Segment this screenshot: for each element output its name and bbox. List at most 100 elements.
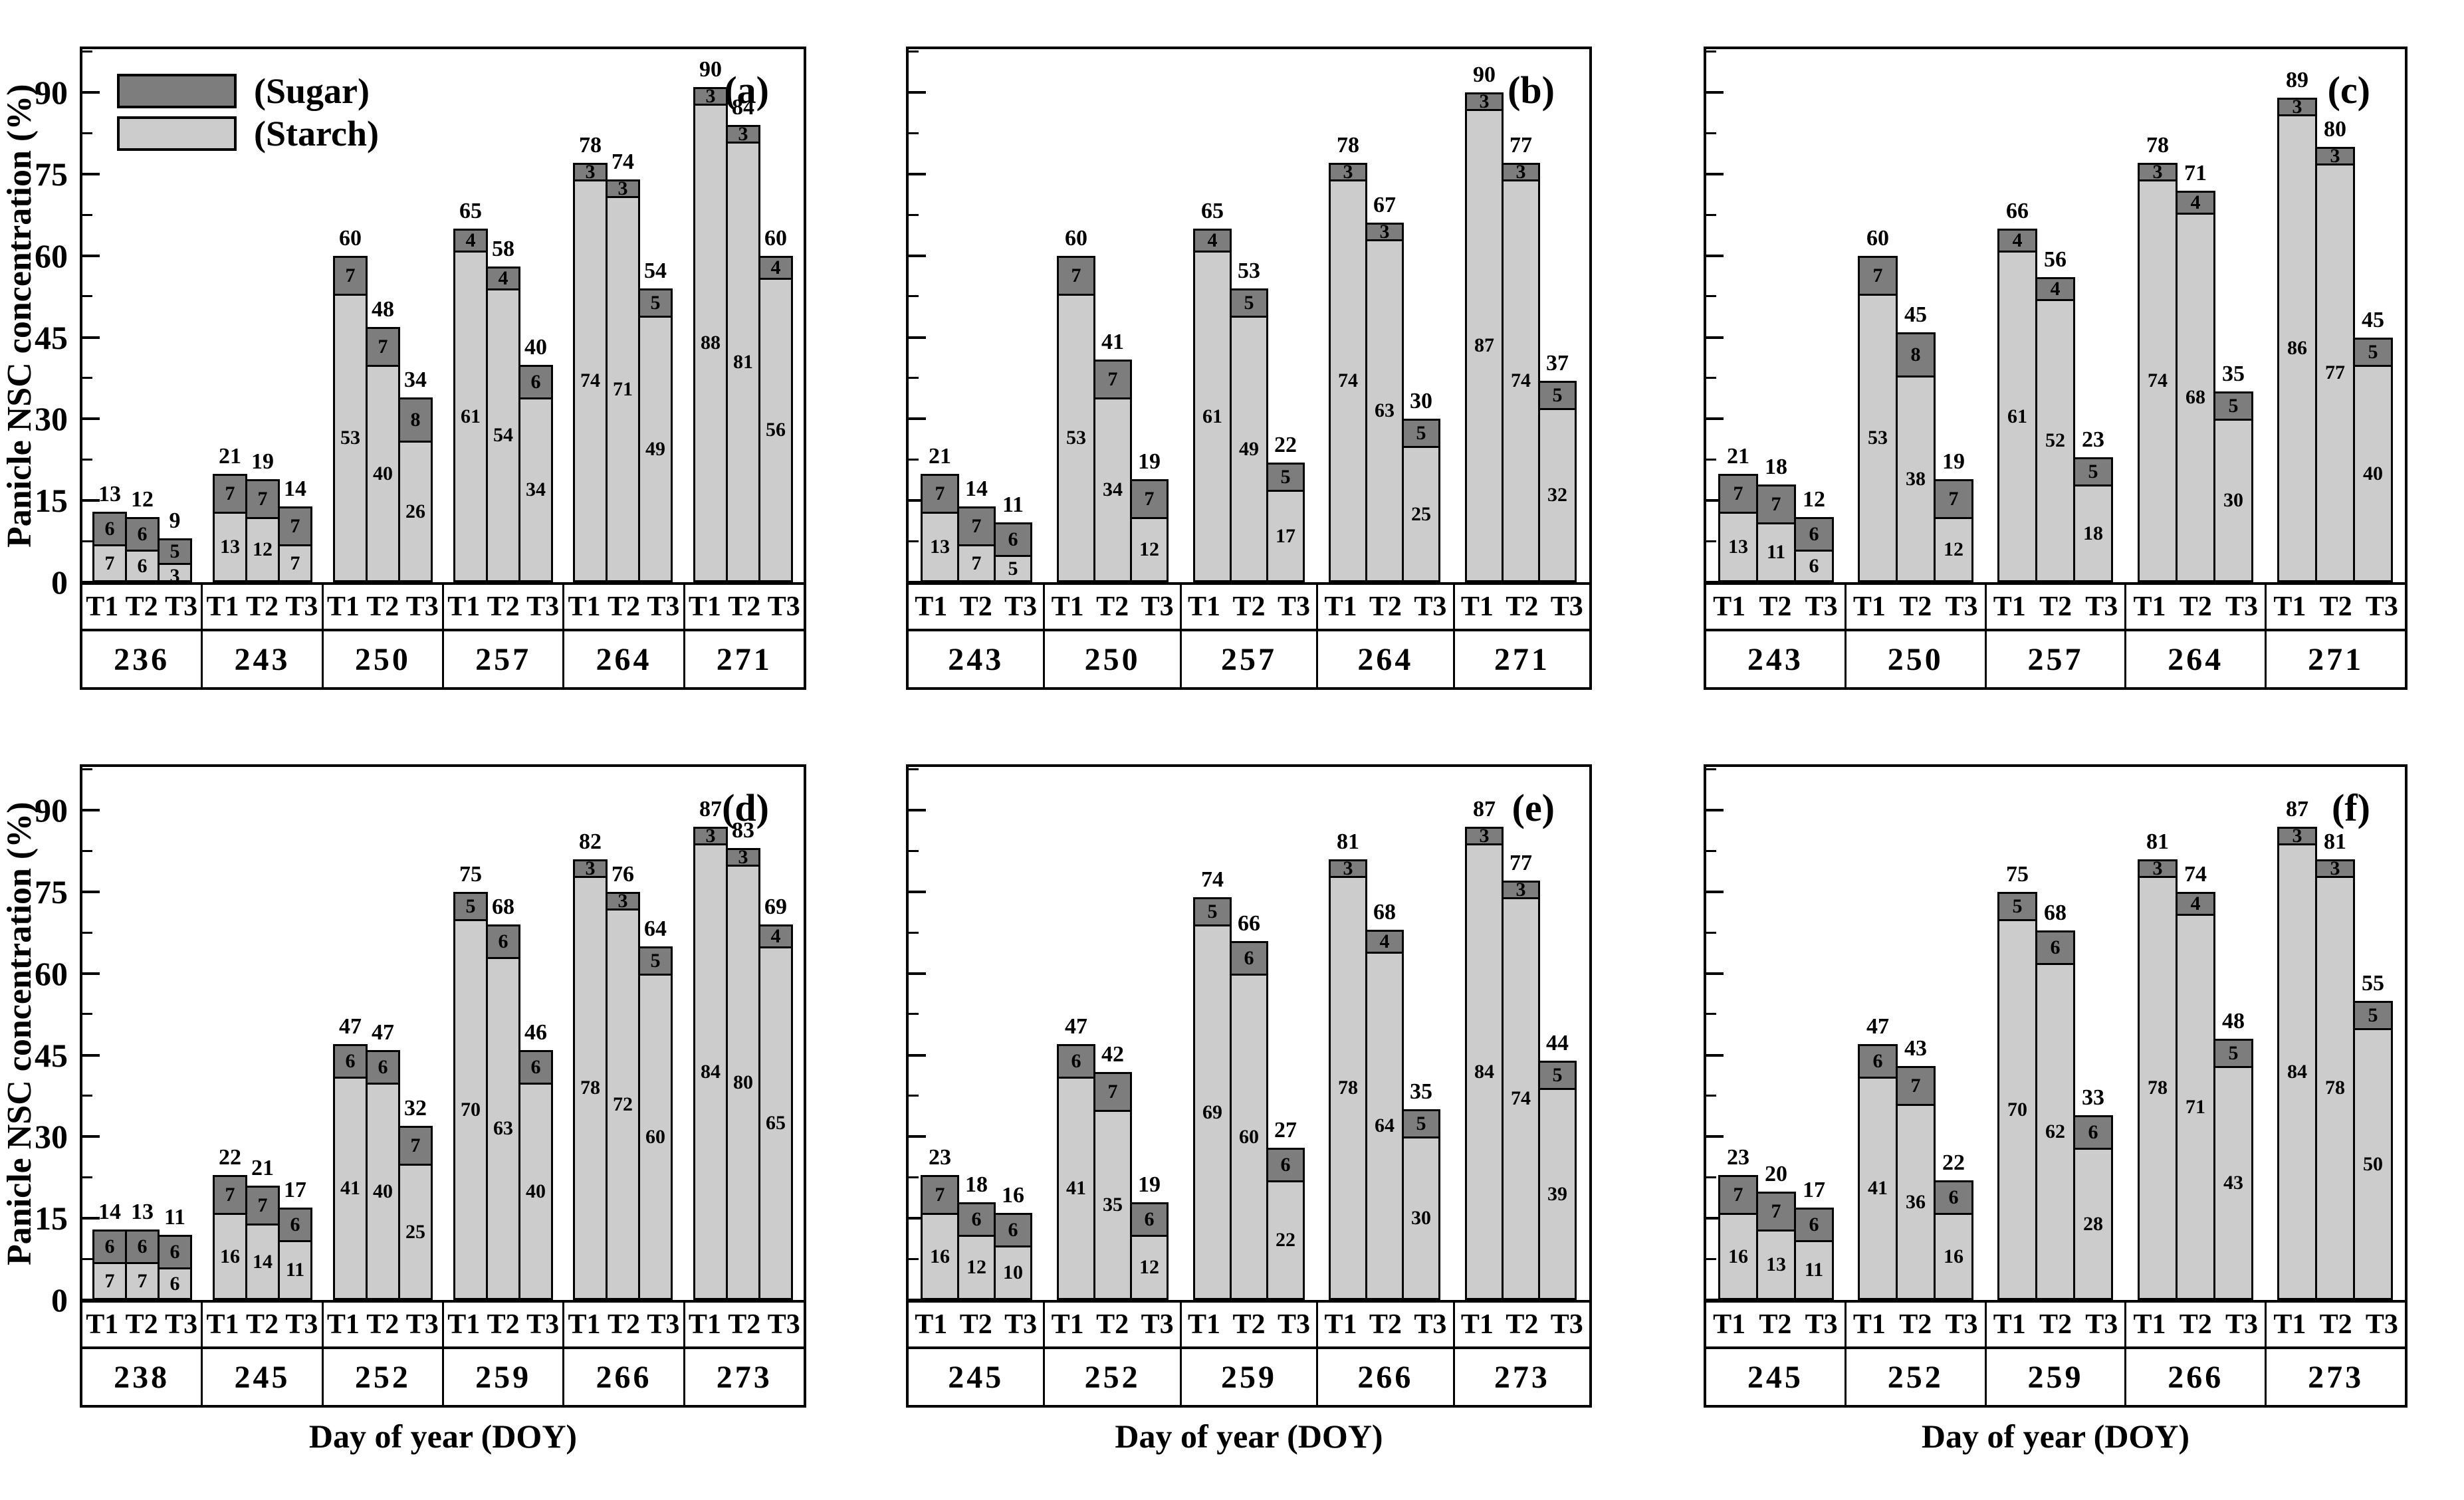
sugar-segment: 4 (488, 267, 518, 290)
doy-cell-245: 245 (203, 1349, 324, 1405)
bar-group-245: 7 16 23 6 12 18 6 10 16 (909, 767, 1045, 1300)
total-label: 18 (965, 1172, 988, 1197)
total-label: 47 (372, 1020, 394, 1045)
y-minor-tick (1706, 51, 1716, 53)
sugar-segment: 7 (1898, 1068, 1934, 1106)
sugar-segment: 3 (728, 123, 758, 145)
starch-value: 74 (1511, 370, 1531, 391)
starch-segment: 40 (2355, 367, 2391, 580)
sugar-value: 5 (1552, 1064, 1563, 1086)
sugar-value: 5 (650, 950, 661, 972)
y-minor-tick (1706, 1095, 1716, 1097)
starch-value: 16 (220, 1245, 240, 1267)
doy-cell-243: 243 (909, 631, 1046, 687)
x-axis-label: Day of year (DOY) (1921, 1418, 2190, 1455)
treatment-label: T2 (1369, 1309, 1402, 1340)
sugar-segment: 4 (2178, 893, 2213, 916)
treatment-label: T3 (165, 1309, 198, 1340)
y-major-tick (82, 972, 100, 975)
y-minor-tick (909, 931, 919, 934)
y-minor-tick (82, 51, 92, 53)
y-minor-tick (909, 295, 919, 298)
treatment-label: T3 (2085, 591, 2118, 622)
y-minor-tick (909, 132, 919, 134)
y-minor-tick (1706, 931, 1716, 934)
starch-segment: 13 (215, 514, 245, 580)
bar-group-243: 7 13 21 7 12 19 7 7 14 (203, 49, 323, 582)
starch-segment: 78 (2140, 878, 2176, 1298)
bar-T1-259: 5 70 (1997, 892, 2037, 1300)
doy-label: 243 (948, 641, 1004, 677)
treatment-cell-273: T1 T2 T3 (1455, 1303, 1589, 1346)
total-label: 23 (929, 1145, 951, 1170)
sugar-value: 6 (104, 1235, 115, 1257)
starch-value: 49 (1239, 437, 1259, 460)
treatment-cell-259: T1 T2 T3 (1987, 1303, 2127, 1346)
starch-segment: 12 (959, 1237, 994, 1298)
sugar-value: 7 (225, 1184, 235, 1206)
treatment-label: T2 (2179, 591, 2212, 622)
bar-T1-273: 3 84 (1465, 825, 1504, 1300)
doy-cell-245: 245 (909, 1349, 1046, 1405)
starch-segment: 71 (2178, 916, 2213, 1298)
starch-value: 38 (1906, 467, 1926, 490)
starch-segment: 6 (127, 552, 158, 580)
starch-value: 14 (253, 1250, 273, 1273)
doy-label: 243 (234, 641, 290, 677)
starch-value: 40 (2363, 462, 2383, 484)
starch-segment: 16 (215, 1215, 245, 1298)
sugar-value: 6 (1948, 1186, 1959, 1208)
doy-label: 245 (1747, 1359, 1803, 1395)
sugar-value: 6 (530, 371, 541, 393)
total-label: 58 (492, 237, 514, 261)
treatment-row: T1 T2 T3 T1 T2 T3 T1 T2 T3 T1 T2 T3 T1 T2 T3 (906, 1303, 1592, 1349)
bar-T3-273: 4 65 (758, 924, 793, 1300)
starch-value: 12 (1139, 538, 1159, 560)
treatment-cell-266: T1 T2 T3 (1318, 1303, 1455, 1346)
total-label: 55 (2362, 971, 2384, 996)
y-minor-tick (909, 1095, 919, 1097)
total-label: 68 (1373, 900, 1396, 924)
starch-segment: 6 (160, 1269, 190, 1298)
doy-cell-273: 273 (2267, 1349, 2405, 1405)
treatment-cell-264: T1 T2 T3 (564, 585, 685, 629)
starch-segment: 61 (1999, 253, 2035, 580)
starch-segment: 61 (455, 253, 486, 580)
starch-value: 71 (2185, 1095, 2205, 1118)
treatment-label: T1 (1324, 1309, 1357, 1340)
sugar-value: 3 (738, 846, 748, 868)
sugar-segment: 5 (1540, 383, 1575, 410)
doy-cell-264: 264 (2126, 631, 2267, 687)
sugar-value: 7 (1872, 265, 1883, 286)
total-label: 23 (2082, 427, 2104, 452)
starch-segment: 64 (1367, 954, 1402, 1298)
sugar-value: 7 (378, 336, 388, 358)
y-major-tick (909, 581, 926, 584)
y-minor-tick (1706, 458, 1716, 461)
treatment-label: T2 (728, 591, 761, 622)
doy-label: 250 (354, 641, 411, 677)
sugar-value: 3 (1343, 857, 1353, 879)
bar-T3-245: 6 11 (278, 1208, 312, 1300)
sugar-value: 6 (345, 1050, 356, 1072)
starch-segment: 12 (1936, 519, 1971, 580)
starch-value: 54 (493, 424, 513, 446)
y-minor-tick (82, 931, 92, 934)
sugar-value: 3 (1479, 90, 1490, 112)
sugar-value: 4 (2190, 893, 2201, 914)
sugar-value: 3 (1379, 221, 1390, 243)
sugar-value: 5 (2368, 341, 2378, 363)
sugar-value: 5 (465, 895, 476, 917)
sugar-segment: 4 (1367, 930, 1402, 954)
plot-box-a: (Sugar) (Starch) (a) 6 7 13 6 6 12 5 3 9 7 13 21 7 12 19 7… (80, 47, 806, 587)
treatment-label: T3 (2225, 591, 2259, 622)
doy-cell-252: 252 (1045, 1349, 1182, 1405)
starch-segment: 7 (959, 546, 994, 580)
doy-row: 245 252 259 266 273 (906, 1349, 1592, 1408)
starch-segment: 18 (2075, 486, 2111, 580)
doy-label: 273 (2308, 1359, 2364, 1395)
sugar-segment: 3 (2140, 161, 2176, 183)
doy-cell-252: 252 (1847, 1349, 1987, 1405)
